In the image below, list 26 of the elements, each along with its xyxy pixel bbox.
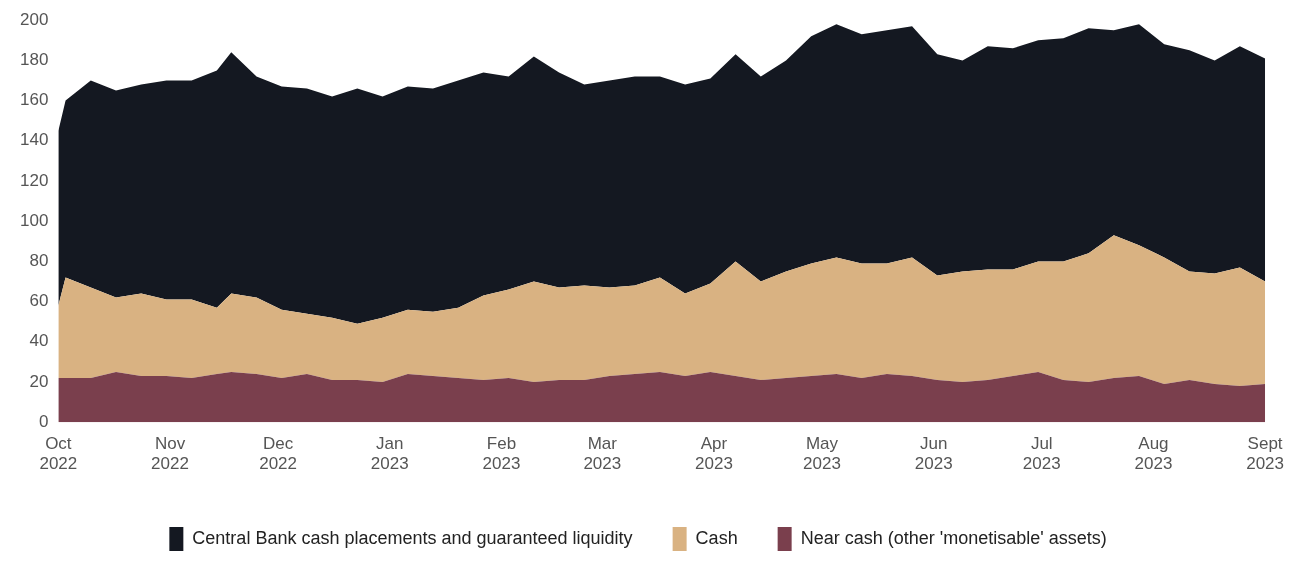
- x-tick-label: Nov 2022: [151, 434, 189, 474]
- y-tick-label: 20: [29, 371, 49, 391]
- y-tick-label: 160: [19, 90, 49, 110]
- x-tick-label: Oct 2022: [39, 434, 78, 474]
- x-tick-label: Mar 2023: [583, 434, 622, 474]
- y-tick-label: 40: [29, 331, 49, 351]
- legend-label: Central Bank cash placements and guaranteed liquidity: [192, 527, 633, 548]
- x-tick-label: May 2023: [803, 434, 841, 474]
- legend-label: Cash: [695, 527, 738, 548]
- x-tick-label: Sept 2023: [1246, 434, 1284, 474]
- y-tick-label: 60: [29, 291, 49, 311]
- y-tick-label: 120: [19, 170, 49, 190]
- y-tick-label: 200: [19, 9, 49, 29]
- legend-label: Near cash (other 'monetisable' assets): [800, 527, 1107, 548]
- x-tick-label: Jan 2023: [370, 434, 409, 474]
- y-tick-label: 80: [29, 251, 49, 271]
- x-tick-label: Jun 2023: [914, 434, 953, 474]
- y-tick-label: 100: [19, 210, 49, 230]
- x-tick-label: Apr 2023: [695, 434, 733, 474]
- x-tick-label: Feb 2023: [482, 434, 521, 474]
- x-tick-label: Dec 2022: [259, 434, 298, 474]
- y-tick-label: 140: [19, 130, 49, 150]
- x-tick-label: Jul 2023: [1022, 434, 1061, 474]
- x-tick-label: Aug 2023: [1134, 434, 1173, 474]
- y-tick-label: 180: [19, 50, 49, 70]
- y-tick-label: 0: [38, 411, 49, 431]
